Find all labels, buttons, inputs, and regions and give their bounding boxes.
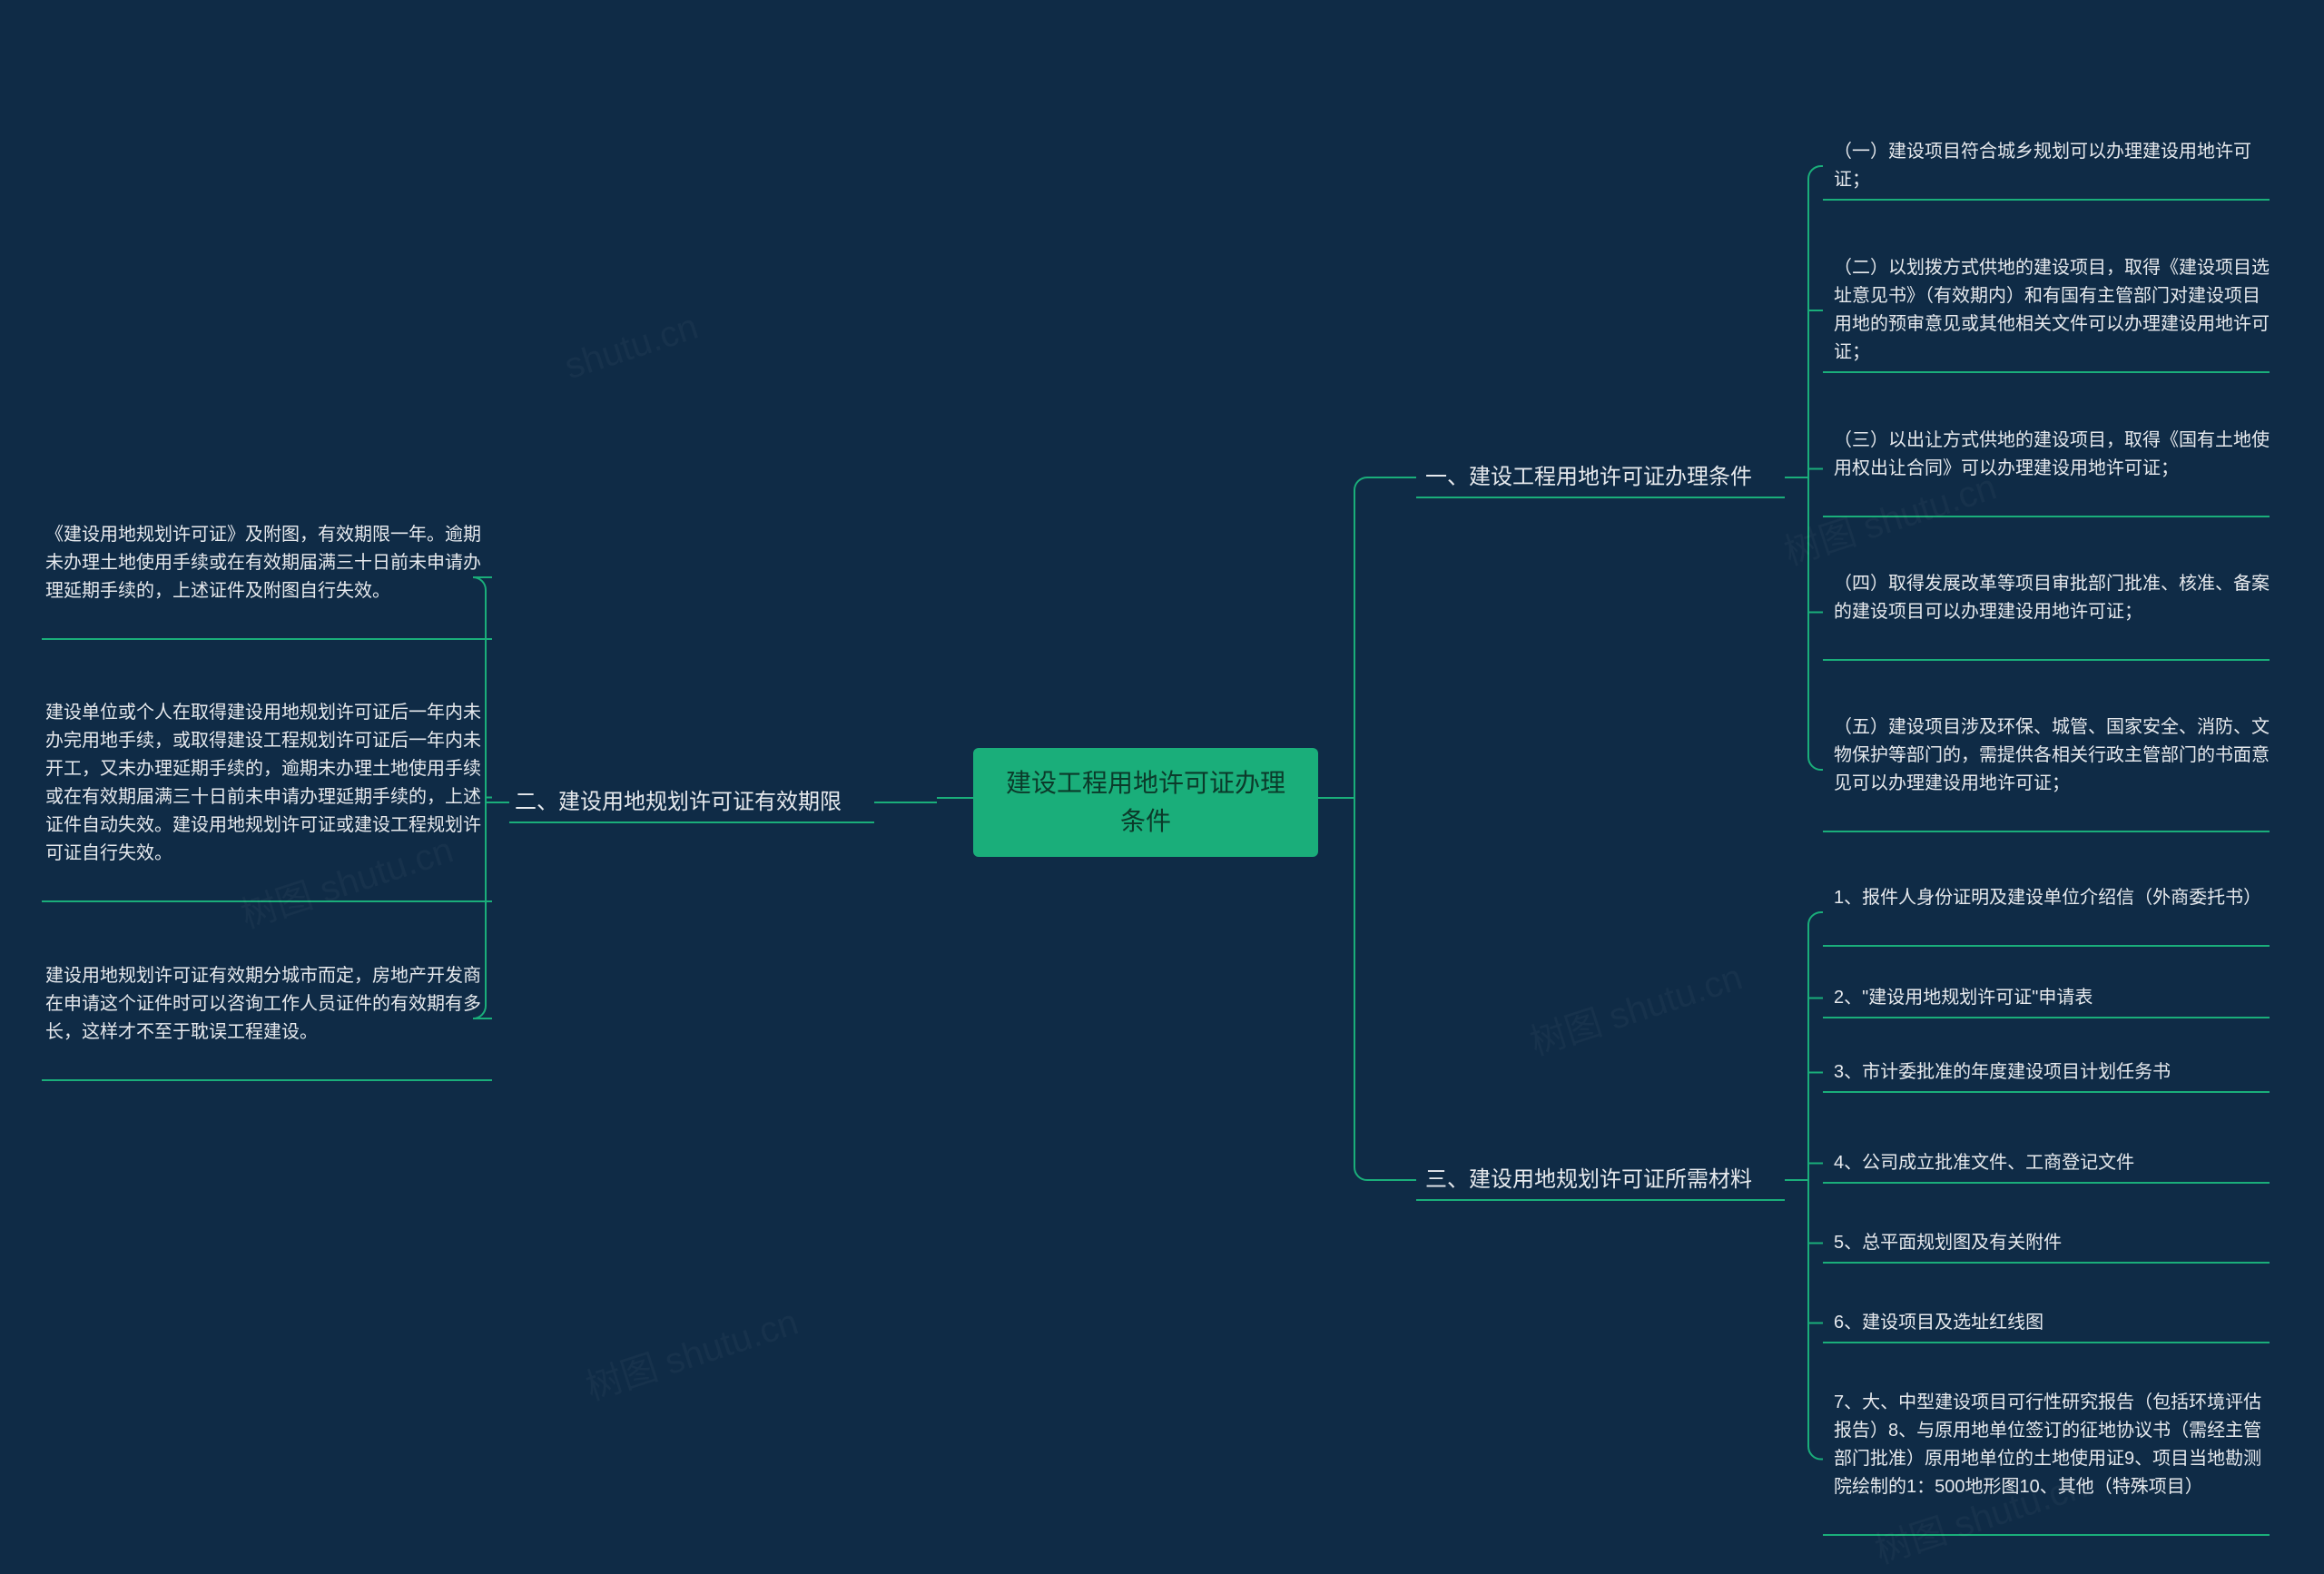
- leaf-node: （二）以划拨方式供地的建设项目，取得《建设项目选址意见书》（有效期内）和有国有主…: [1834, 254, 2270, 367]
- leaf-node: 1、报件人身份证明及建设单位介绍信（外商委托书）: [1834, 884, 2270, 912]
- root-line2: 条件: [1120, 807, 1171, 835]
- branch-node: 一、建设工程用地许可证办理条件: [1425, 461, 1752, 494]
- leaf-node: 7、大、中型建设项目可行性研究报告（包括环境评估报告）8、与原用地单位签订的征地…: [1834, 1389, 2270, 1501]
- leaf-node: （四）取得发展改革等项目审批部门批准、核准、备案的建设项目可以办理建设用地许可证…: [1834, 570, 2270, 626]
- watermark: shutu.cn: [560, 307, 704, 389]
- leaf-node: 2、"建设用地规划许可证"申请表: [1834, 984, 2270, 1012]
- leaf-node: （一）建设项目符合城乡规划可以办理建设用地许可证；: [1834, 138, 2270, 194]
- watermark: 树图 shutu.cn: [578, 1293, 803, 1411]
- branch-node: 二、建设用地规划许可证有效期限: [515, 786, 842, 819]
- leaf-node: 6、建设项目及选址红线图: [1834, 1309, 2270, 1337]
- leaf-node: （三）以出让方式供地的建设项目，取得《国有土地使用权出让合同》可以办理建设用地许…: [1834, 427, 2270, 483]
- leaf-node: 4、公司成立批准文件、工商登记文件: [1834, 1149, 2270, 1177]
- leaf-node: 建设单位或个人在取得建设用地规划许可证后一年内未办完用地手续，或取得建设工程规划…: [45, 699, 481, 868]
- root-node: 建设工程用地许可证办理 条件: [973, 748, 1318, 857]
- leaf-node: （五）建设项目涉及环保、城管、国家安全、消防、文物保护等部门的，需提供各相关行政…: [1834, 713, 2270, 798]
- leaf-node: 3、市计委批准的年度建设项目计划任务书: [1834, 1058, 2270, 1087]
- leaf-node: 5、总平面规划图及有关附件: [1834, 1229, 2270, 1257]
- root-line1: 建设工程用地许可证办理: [1006, 769, 1285, 797]
- watermark: 树图 shutu.cn: [1522, 948, 1748, 1066]
- leaf-node: 建设用地规划许可证有效期分城市而定，房地产开发商在申请这个证件时可以咨询工作人员…: [45, 962, 481, 1047]
- leaf-node: 《建设用地规划许可证》及附图，有效期限一年。逾期未办理土地使用手续或在有效期届满…: [45, 521, 481, 605]
- branch-node: 三、建设用地规划许可证所需材料: [1425, 1164, 1752, 1196]
